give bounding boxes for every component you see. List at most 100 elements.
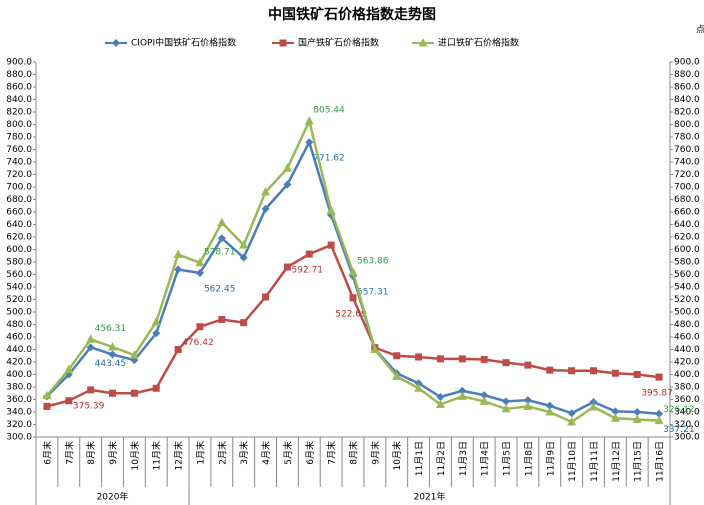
marker — [261, 204, 270, 213]
marker — [436, 393, 445, 401]
marker — [174, 265, 183, 274]
y2-tick-label: 760.0 — [674, 145, 700, 155]
x-tick-label: 11月末 — [151, 441, 163, 470]
y2-tick-label: 400.0 — [674, 370, 700, 380]
x-tick-label: 1月末 — [194, 441, 206, 465]
marker — [370, 344, 380, 353]
x-tick-label: 11月4日 — [480, 441, 491, 476]
legend-label: 进口铁矿石价格指数 — [438, 37, 519, 49]
marker — [524, 361, 532, 369]
legend-label: CIOPI中国铁矿石价格指数 — [131, 37, 236, 49]
marker — [480, 391, 489, 400]
y2-tick-label: 800.0 — [674, 120, 700, 130]
data-label: 771.62 — [313, 154, 345, 164]
x-tick-label: 11月11日 — [589, 441, 600, 482]
data-label: 563.86 — [357, 257, 389, 267]
y2-tick-label: 600.0 — [674, 245, 700, 255]
x-tick-label: 7月末 — [326, 441, 338, 465]
x-tick-label: 11月8日 — [523, 441, 534, 476]
marker — [261, 187, 271, 196]
y2-tick-label: 680.0 — [674, 195, 700, 205]
marker — [283, 263, 291, 271]
y2-tick-label: 620.0 — [674, 233, 700, 243]
y-tick-label: 520.0 — [6, 295, 32, 305]
y2-tick-label: 440.0 — [674, 345, 700, 355]
y-tick-label: 860.0 — [6, 83, 32, 93]
marker — [195, 257, 205, 267]
y-tick-label: 400.0 — [6, 370, 32, 380]
y-tick-label: 740.0 — [6, 158, 32, 168]
y-tick-label: 420.0 — [6, 358, 32, 368]
y2-tick-label: 640.0 — [674, 220, 700, 230]
y-tick-label: 580.0 — [6, 258, 32, 268]
marker — [282, 163, 292, 172]
marker — [196, 323, 204, 331]
marker — [502, 397, 511, 406]
y-tick-label: 900.0 — [6, 58, 32, 68]
marker — [108, 342, 118, 351]
y2-tick-label: 860.0 — [674, 83, 700, 93]
marker — [655, 409, 664, 418]
marker — [457, 391, 467, 400]
marker — [435, 399, 445, 408]
marker — [415, 353, 423, 361]
data-label: 476.42 — [182, 338, 214, 348]
x-tick-label: 11月9日 — [545, 441, 556, 476]
y2-tick-label: 880.0 — [674, 70, 700, 80]
marker — [217, 217, 227, 227]
x-tick-label: 8月末 — [348, 441, 360, 465]
y-tick-label: 480.0 — [6, 320, 32, 330]
marker — [611, 407, 620, 416]
x-tick-label: 11月16日 — [655, 441, 666, 482]
data-label: 557.31 — [357, 288, 389, 298]
y-tick-label: 700.0 — [6, 183, 32, 193]
marker — [349, 294, 357, 302]
y-tick-label: 460.0 — [6, 333, 32, 343]
y-tick-label: 800.0 — [6, 120, 32, 130]
marker — [195, 268, 204, 277]
marker — [414, 383, 424, 392]
marker — [480, 356, 488, 363]
marker — [546, 366, 554, 374]
marker — [283, 180, 292, 189]
marker — [108, 350, 117, 359]
y-tick-label: 340.0 — [6, 408, 32, 418]
marker — [129, 350, 139, 359]
x-tick-label: 9月末 — [369, 441, 381, 465]
x-tick-label: 9月末 — [107, 441, 119, 465]
marker — [86, 343, 95, 352]
x-tick-label: 7月末 — [63, 441, 75, 465]
data-label: 578.71 — [204, 247, 236, 257]
x-tick-label: 11月2日 — [436, 441, 447, 476]
marker — [174, 346, 182, 353]
marker — [567, 417, 577, 426]
marker — [545, 401, 554, 410]
marker — [610, 413, 620, 422]
marker — [502, 359, 510, 367]
y-tick-label: 720.0 — [6, 170, 32, 180]
marker — [217, 234, 226, 243]
marker — [42, 390, 52, 400]
y2-tick-label: 820.0 — [674, 108, 700, 118]
y-tick-label: 360.0 — [6, 395, 32, 405]
y-tick-label: 760.0 — [6, 145, 32, 155]
y2-tick-label: 340.0 — [674, 408, 700, 418]
x-tick-label: 6月末 — [304, 441, 316, 465]
data-label: 395.87 — [641, 389, 673, 399]
marker — [523, 401, 533, 410]
group-label: 2020年 — [97, 491, 129, 503]
marker — [43, 402, 51, 410]
y2-tick-label: 460.0 — [674, 333, 700, 343]
y2-tick-label: 720.0 — [674, 170, 700, 180]
x-tick-label: 10月末 — [391, 441, 403, 470]
marker — [545, 407, 555, 416]
marker — [240, 319, 248, 327]
marker — [436, 355, 444, 363]
data-label: 592.71 — [292, 266, 324, 276]
marker — [218, 316, 226, 323]
y2-tick-label: 740.0 — [674, 158, 700, 168]
marker — [567, 409, 576, 418]
marker — [458, 355, 466, 363]
x-tick-label: 11月5日 — [502, 441, 513, 476]
data-label: 443.45 — [95, 359, 127, 369]
